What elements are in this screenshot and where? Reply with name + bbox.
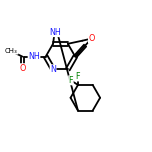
Text: NH: NH [28,52,40,61]
Text: F: F [75,72,79,81]
Text: N: N [50,65,56,74]
Text: NH: NH [49,28,60,37]
Text: O: O [19,64,26,73]
Text: CH₃: CH₃ [5,48,18,54]
Text: F: F [69,76,73,85]
Text: O: O [88,34,95,43]
